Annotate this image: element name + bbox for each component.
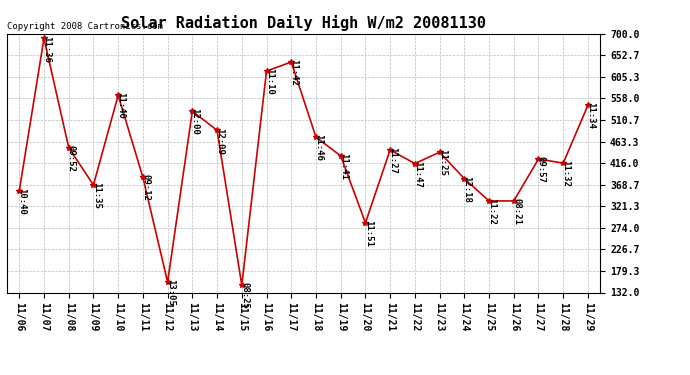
Text: 08:25: 08:25 [240, 282, 249, 309]
Text: 11:42: 11:42 [290, 59, 299, 86]
Text: 12:00: 12:00 [190, 108, 199, 135]
Text: 11:36: 11:36 [42, 36, 51, 62]
Text: 11:40: 11:40 [117, 93, 126, 119]
Text: 11:25: 11:25 [438, 149, 447, 176]
Text: 09:52: 09:52 [67, 145, 76, 172]
Text: 12:18: 12:18 [462, 176, 471, 203]
Text: 11:10: 11:10 [265, 68, 274, 95]
Text: 11:46: 11:46 [314, 134, 323, 161]
Text: 09:57: 09:57 [537, 156, 546, 183]
Text: 10:40: 10:40 [17, 188, 26, 215]
Title: Solar Radiation Daily High W/m2 20081130: Solar Radiation Daily High W/m2 20081130 [121, 15, 486, 31]
Text: 11:32: 11:32 [562, 160, 571, 187]
Text: 09:12: 09:12 [141, 174, 150, 201]
Text: 11:47: 11:47 [413, 161, 422, 188]
Text: 11:41: 11:41 [339, 153, 348, 180]
Text: 13:05: 13:05 [166, 279, 175, 306]
Text: 11:22: 11:22 [487, 198, 496, 225]
Text: 11:35: 11:35 [92, 182, 101, 209]
Text: 11:51: 11:51 [364, 220, 373, 247]
Text: 12:09: 12:09 [215, 128, 224, 154]
Text: 11:34: 11:34 [586, 102, 595, 129]
Text: Copyright 2008 Cartronics.com: Copyright 2008 Cartronics.com [7, 22, 163, 31]
Text: 11:27: 11:27 [388, 147, 397, 174]
Text: 08:21: 08:21 [512, 198, 521, 225]
